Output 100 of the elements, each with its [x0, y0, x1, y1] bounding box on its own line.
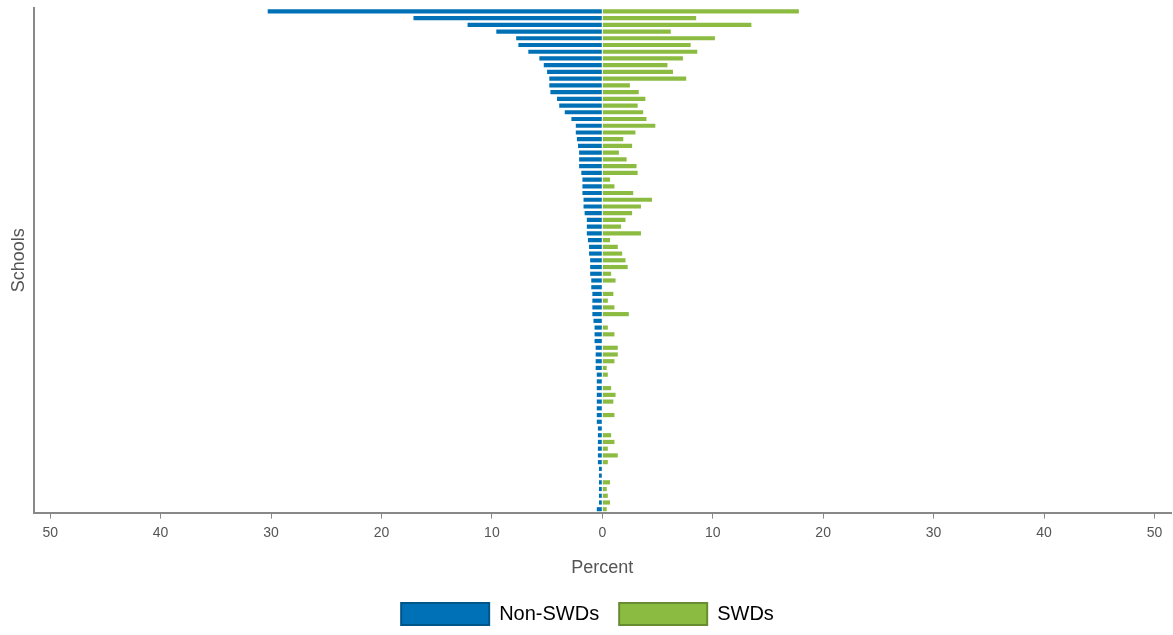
x-tick-label: 40 — [1036, 523, 1053, 540]
bar — [602, 386, 612, 391]
bar — [602, 271, 612, 276]
bar — [602, 90, 639, 95]
bar — [596, 379, 602, 384]
bar — [586, 217, 602, 223]
bar — [602, 157, 627, 162]
x-tick-label: 30 — [925, 523, 942, 540]
bar — [586, 231, 602, 236]
bar — [539, 56, 602, 61]
bar — [602, 264, 628, 270]
bar — [592, 291, 602, 297]
bar — [602, 244, 618, 249]
bar — [596, 372, 602, 377]
bar — [595, 365, 602, 371]
bar — [602, 446, 608, 451]
bar — [597, 439, 602, 445]
x-tick-label: 40 — [152, 523, 169, 540]
bar — [602, 480, 611, 485]
legend-label: SWDs — [717, 601, 774, 624]
bar — [602, 392, 616, 397]
x-tick-label: 30 — [263, 523, 280, 540]
bar — [597, 446, 602, 451]
x-tick-label: 10 — [484, 523, 500, 540]
bar — [595, 359, 602, 364]
bar — [602, 177, 611, 182]
bar — [602, 164, 637, 169]
bar — [586, 224, 602, 229]
bar — [557, 96, 602, 101]
bar — [602, 412, 615, 418]
bar — [595, 352, 602, 357]
x-tick-label: 20 — [373, 523, 390, 540]
bar — [589, 244, 602, 249]
bar — [571, 116, 602, 122]
bar — [602, 184, 615, 189]
bar — [602, 96, 646, 101]
bar — [602, 103, 638, 108]
bar — [578, 143, 602, 149]
bar — [596, 412, 602, 418]
bar — [584, 211, 602, 216]
bar — [602, 332, 615, 337]
bar — [602, 359, 615, 364]
bar — [602, 312, 629, 317]
bar — [593, 318, 602, 323]
bar — [602, 16, 697, 21]
bar — [602, 439, 615, 445]
bar — [602, 49, 698, 54]
bar — [596, 392, 602, 397]
bar — [602, 460, 608, 465]
bar — [602, 123, 656, 128]
bar — [582, 190, 602, 196]
bar — [602, 56, 683, 61]
x-tick-label: 20 — [815, 523, 832, 540]
bar — [528, 49, 602, 54]
bar — [602, 63, 668, 68]
bar — [590, 264, 602, 270]
bar — [602, 305, 615, 310]
bar — [564, 110, 602, 115]
bar — [591, 278, 602, 283]
bar — [602, 345, 618, 350]
bar — [582, 177, 602, 182]
bar — [596, 507, 602, 512]
x-tick-label: 10 — [704, 523, 721, 540]
bar — [602, 170, 638, 175]
bar — [597, 426, 602, 431]
bar — [602, 9, 799, 14]
bar — [547, 69, 602, 74]
bar — [602, 325, 608, 330]
bar — [594, 325, 602, 330]
bar — [602, 365, 607, 371]
bar — [602, 143, 633, 149]
bar — [602, 507, 607, 512]
bar — [583, 204, 602, 209]
bar — [589, 251, 602, 256]
bar — [602, 372, 608, 377]
bar — [496, 29, 602, 34]
bar — [602, 83, 630, 88]
legend-label: Non-SWDs — [499, 601, 600, 624]
bar — [267, 9, 602, 14]
bar — [602, 238, 611, 243]
bar — [602, 298, 608, 303]
bar — [602, 36, 715, 41]
bar — [596, 419, 602, 424]
bar — [598, 466, 602, 471]
bar — [602, 251, 623, 256]
bar — [602, 352, 618, 357]
bar — [594, 332, 602, 337]
bar — [591, 285, 602, 290]
bar — [467, 22, 602, 27]
bar — [543, 63, 602, 68]
bar — [602, 76, 687, 81]
bar — [602, 500, 611, 505]
bar — [597, 433, 602, 438]
bar — [602, 278, 616, 283]
bar — [590, 258, 602, 263]
bar — [602, 150, 619, 155]
bar — [581, 170, 602, 175]
bar — [590, 271, 602, 276]
bar — [596, 399, 602, 404]
bar — [602, 29, 671, 34]
